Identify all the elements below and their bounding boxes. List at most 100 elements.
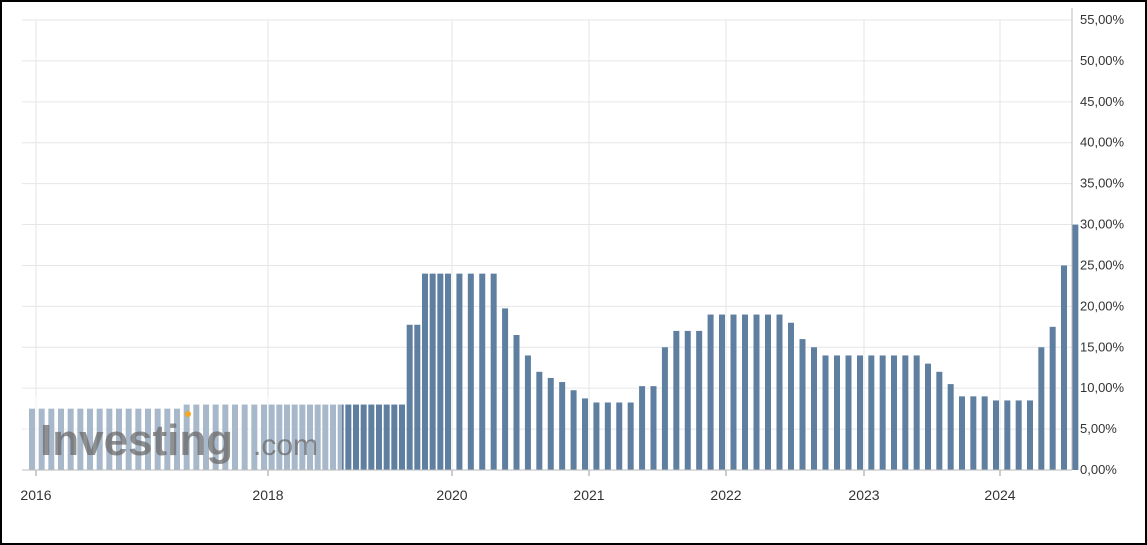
bar (212, 404, 219, 470)
bar (96, 408, 103, 470)
bar (164, 408, 171, 470)
bar (639, 386, 646, 470)
bar (661, 347, 668, 470)
bar (547, 377, 554, 470)
bar (696, 330, 703, 470)
bar (1061, 265, 1067, 470)
x-tick-label: 2018 (252, 487, 283, 503)
bar (58, 408, 64, 470)
bar (536, 371, 543, 470)
bar (891, 355, 897, 470)
bar (582, 398, 588, 470)
bar (456, 273, 463, 470)
y-tick-label: 10,00% (1080, 380, 1125, 395)
bar (913, 355, 920, 470)
y-tick-label: 20,00% (1080, 298, 1125, 313)
bar (845, 355, 852, 470)
x-tick-label: 2016 (20, 487, 51, 503)
bar (902, 355, 909, 470)
bar (834, 355, 840, 470)
bar (776, 314, 783, 470)
bar (391, 404, 398, 470)
bar (307, 404, 313, 470)
bar (268, 404, 275, 470)
bar (707, 314, 714, 470)
bar (87, 408, 93, 470)
bar (730, 314, 737, 470)
x-tick-label: 2023 (848, 487, 879, 503)
bar (959, 396, 965, 470)
bar (106, 408, 113, 470)
bar (673, 330, 680, 470)
bar (251, 404, 258, 470)
bar (241, 404, 248, 470)
y-tick-label: 25,00% (1080, 257, 1125, 272)
bar (337, 404, 344, 470)
bar (429, 273, 436, 470)
bar (291, 404, 298, 470)
bar (183, 404, 190, 470)
bar (345, 404, 352, 470)
x-tick-label: 2022 (710, 487, 741, 503)
x-tick-label: 2020 (436, 487, 467, 503)
watermark-brand: Investing (40, 416, 233, 465)
x-tick-label: 2024 (984, 487, 1015, 503)
bar (1027, 400, 1033, 470)
investing-watermark: Investing .com (40, 411, 318, 465)
bar (145, 408, 151, 470)
bar (1038, 347, 1045, 470)
axes: 0,00% 5,00% 10,00% 15,00% 20,00% 25,00% 30,00%… (20, 8, 1125, 503)
bar (383, 404, 390, 470)
y-tick-label: 35,00% (1080, 176, 1125, 191)
bar (502, 308, 509, 470)
bar (193, 404, 200, 470)
bar (604, 402, 611, 470)
watermark-backdrop (24, 395, 342, 470)
bar (788, 322, 794, 470)
bar (29, 408, 35, 470)
y-tick-label: 5,00% (1080, 421, 1117, 436)
bar (322, 404, 329, 470)
bar (222, 404, 229, 470)
x-tick-label: 2021 (573, 487, 604, 503)
y-tick-label: 30,00% (1080, 217, 1125, 232)
bar (232, 404, 238, 470)
bar (868, 355, 875, 470)
bar (799, 339, 806, 470)
bar (467, 273, 474, 470)
bar (570, 390, 577, 470)
bar (399, 404, 405, 470)
bar (445, 273, 451, 470)
bar (811, 347, 817, 470)
bar (719, 314, 725, 470)
bar (524, 355, 531, 470)
bar (67, 408, 74, 470)
bar (1072, 224, 1079, 470)
bar (116, 408, 122, 470)
bar (650, 386, 657, 470)
watermark-accent-dot (185, 411, 191, 417)
watermark-suffix: .com (253, 429, 318, 462)
bar (857, 355, 863, 470)
bar (154, 408, 161, 470)
bar (627, 402, 634, 470)
bar (616, 402, 623, 470)
y-tick-label: 55,00% (1080, 12, 1125, 27)
bar (479, 273, 486, 470)
bar (879, 355, 886, 470)
bar (48, 408, 55, 470)
bar (437, 273, 444, 470)
bar (414, 324, 421, 470)
bar (125, 408, 132, 470)
bar (299, 404, 306, 470)
bar (135, 408, 142, 470)
bar (753, 314, 760, 470)
bar (38, 408, 45, 470)
bar (276, 404, 283, 470)
bar (981, 396, 988, 470)
bar (993, 400, 999, 470)
bar (947, 384, 954, 470)
bar (203, 404, 209, 470)
bar (559, 382, 566, 470)
